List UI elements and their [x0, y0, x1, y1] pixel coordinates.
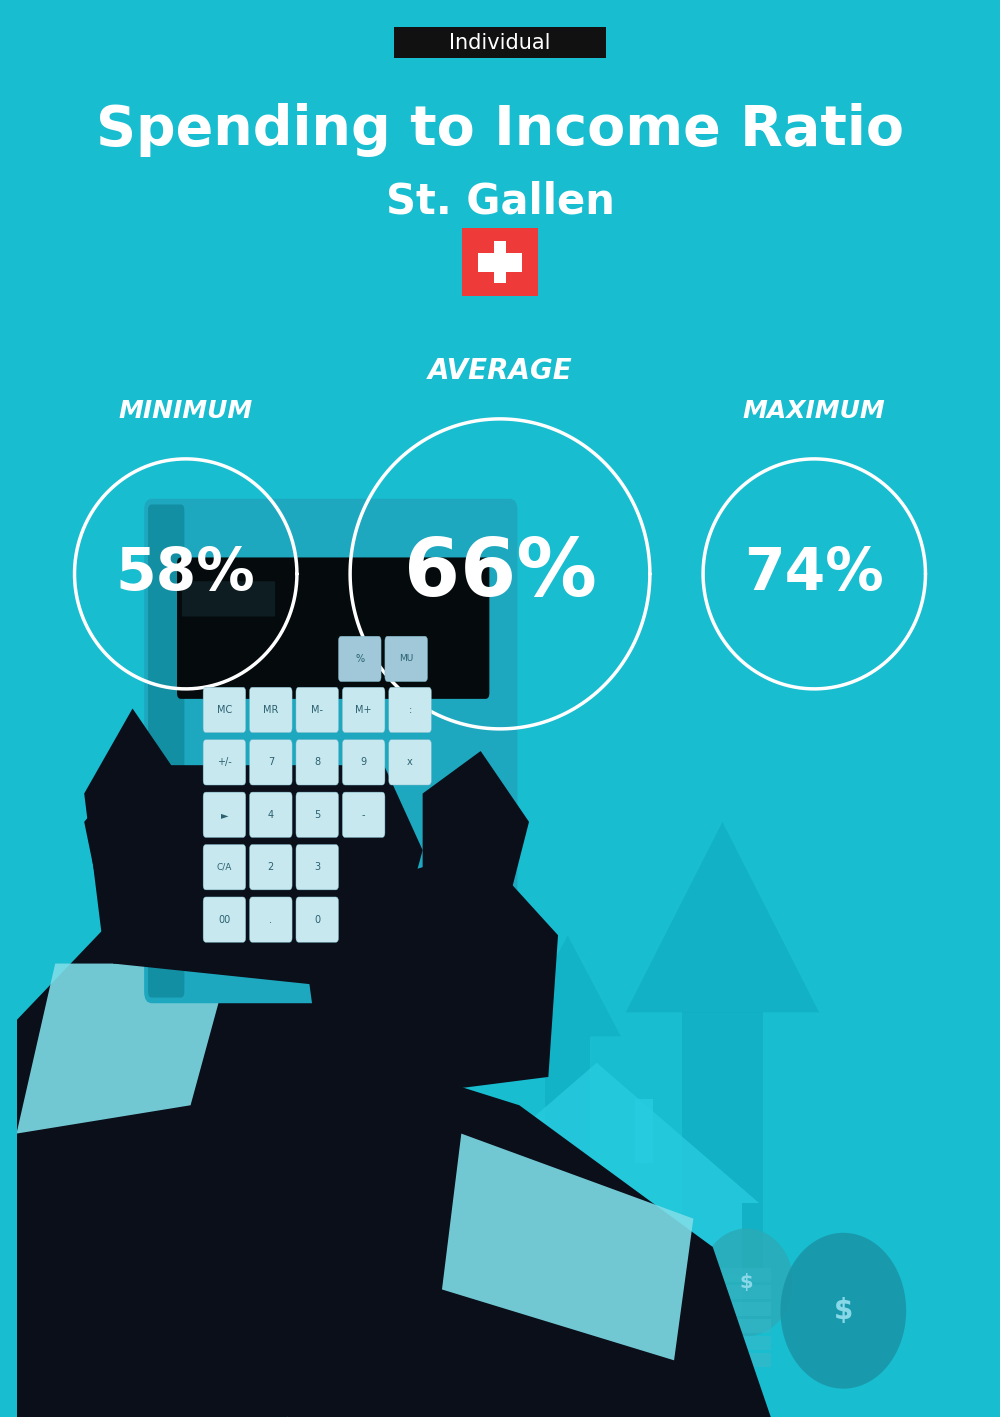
- FancyBboxPatch shape: [203, 687, 246, 733]
- FancyBboxPatch shape: [203, 792, 246, 837]
- FancyBboxPatch shape: [296, 687, 339, 733]
- Polygon shape: [442, 1134, 693, 1360]
- Text: M+: M+: [355, 704, 372, 716]
- Polygon shape: [423, 751, 529, 935]
- Text: -: -: [362, 809, 365, 820]
- FancyBboxPatch shape: [603, 1282, 632, 1374]
- Text: Individual: Individual: [449, 33, 551, 52]
- FancyBboxPatch shape: [385, 636, 427, 682]
- FancyBboxPatch shape: [679, 1268, 771, 1282]
- Text: MU: MU: [399, 655, 413, 663]
- Text: 0: 0: [314, 914, 320, 925]
- FancyBboxPatch shape: [478, 252, 522, 272]
- Text: :: :: [408, 704, 412, 716]
- Text: M-: M-: [311, 704, 323, 716]
- Polygon shape: [355, 921, 490, 1046]
- Text: MC: MC: [217, 704, 232, 716]
- Text: x: x: [407, 757, 413, 768]
- Text: 66%: 66%: [404, 534, 596, 614]
- FancyBboxPatch shape: [203, 897, 246, 942]
- FancyBboxPatch shape: [250, 897, 292, 942]
- Text: ►: ►: [221, 809, 228, 820]
- FancyBboxPatch shape: [177, 557, 489, 699]
- FancyBboxPatch shape: [342, 740, 385, 785]
- Polygon shape: [16, 879, 384, 1417]
- FancyBboxPatch shape: [679, 1285, 771, 1299]
- Text: 00: 00: [218, 914, 231, 925]
- FancyBboxPatch shape: [296, 740, 339, 785]
- Polygon shape: [626, 822, 819, 1012]
- Text: 8: 8: [314, 757, 320, 768]
- Text: +/-: +/-: [217, 757, 232, 768]
- FancyBboxPatch shape: [389, 687, 431, 733]
- Text: 5: 5: [314, 809, 320, 820]
- Text: C/A: C/A: [217, 863, 232, 871]
- Polygon shape: [545, 1036, 590, 1176]
- Text: 58%: 58%: [116, 546, 256, 602]
- Text: 74%: 74%: [744, 546, 884, 602]
- Text: 7: 7: [268, 757, 274, 768]
- Text: MR: MR: [263, 704, 279, 716]
- FancyBboxPatch shape: [250, 845, 292, 890]
- FancyBboxPatch shape: [561, 1282, 590, 1374]
- FancyBboxPatch shape: [635, 1098, 653, 1162]
- FancyBboxPatch shape: [679, 1302, 771, 1316]
- FancyBboxPatch shape: [250, 740, 292, 785]
- FancyBboxPatch shape: [296, 845, 339, 890]
- FancyBboxPatch shape: [148, 504, 184, 998]
- FancyBboxPatch shape: [342, 792, 385, 837]
- Text: 3: 3: [314, 862, 320, 873]
- Polygon shape: [84, 765, 423, 992]
- FancyBboxPatch shape: [144, 499, 517, 1003]
- FancyBboxPatch shape: [342, 687, 385, 733]
- Polygon shape: [700, 1229, 793, 1336]
- Text: $: $: [740, 1272, 753, 1292]
- FancyBboxPatch shape: [203, 845, 246, 890]
- Polygon shape: [307, 850, 558, 1105]
- FancyBboxPatch shape: [494, 241, 506, 283]
- Polygon shape: [452, 1203, 742, 1374]
- FancyBboxPatch shape: [250, 687, 292, 733]
- Text: St. Gallen: St. Gallen: [386, 180, 614, 222]
- Text: $: $: [834, 1297, 853, 1325]
- Text: 2: 2: [268, 862, 274, 873]
- Text: MAXIMUM: MAXIMUM: [743, 400, 886, 422]
- FancyBboxPatch shape: [296, 792, 339, 837]
- Polygon shape: [258, 1063, 771, 1417]
- Polygon shape: [394, 1046, 451, 1219]
- FancyBboxPatch shape: [679, 1353, 771, 1367]
- FancyBboxPatch shape: [679, 1319, 771, 1333]
- Text: %: %: [355, 653, 364, 665]
- Text: Spending to Income Ratio: Spending to Income Ratio: [96, 103, 904, 157]
- Polygon shape: [780, 1233, 906, 1389]
- FancyBboxPatch shape: [394, 27, 606, 58]
- FancyBboxPatch shape: [203, 740, 246, 785]
- FancyBboxPatch shape: [462, 228, 538, 296]
- Text: AVERAGE: AVERAGE: [428, 357, 572, 385]
- FancyBboxPatch shape: [389, 740, 431, 785]
- FancyBboxPatch shape: [296, 897, 339, 942]
- Polygon shape: [84, 708, 171, 964]
- Text: 9: 9: [361, 757, 367, 768]
- FancyBboxPatch shape: [182, 581, 275, 616]
- FancyBboxPatch shape: [250, 792, 292, 837]
- Polygon shape: [16, 964, 229, 1134]
- Polygon shape: [682, 1012, 763, 1275]
- Polygon shape: [434, 1063, 759, 1203]
- Polygon shape: [515, 935, 621, 1036]
- FancyBboxPatch shape: [679, 1336, 771, 1350]
- Text: .: .: [269, 914, 272, 925]
- Text: MINIMUM: MINIMUM: [119, 400, 253, 422]
- Text: 4: 4: [268, 809, 274, 820]
- FancyBboxPatch shape: [339, 636, 381, 682]
